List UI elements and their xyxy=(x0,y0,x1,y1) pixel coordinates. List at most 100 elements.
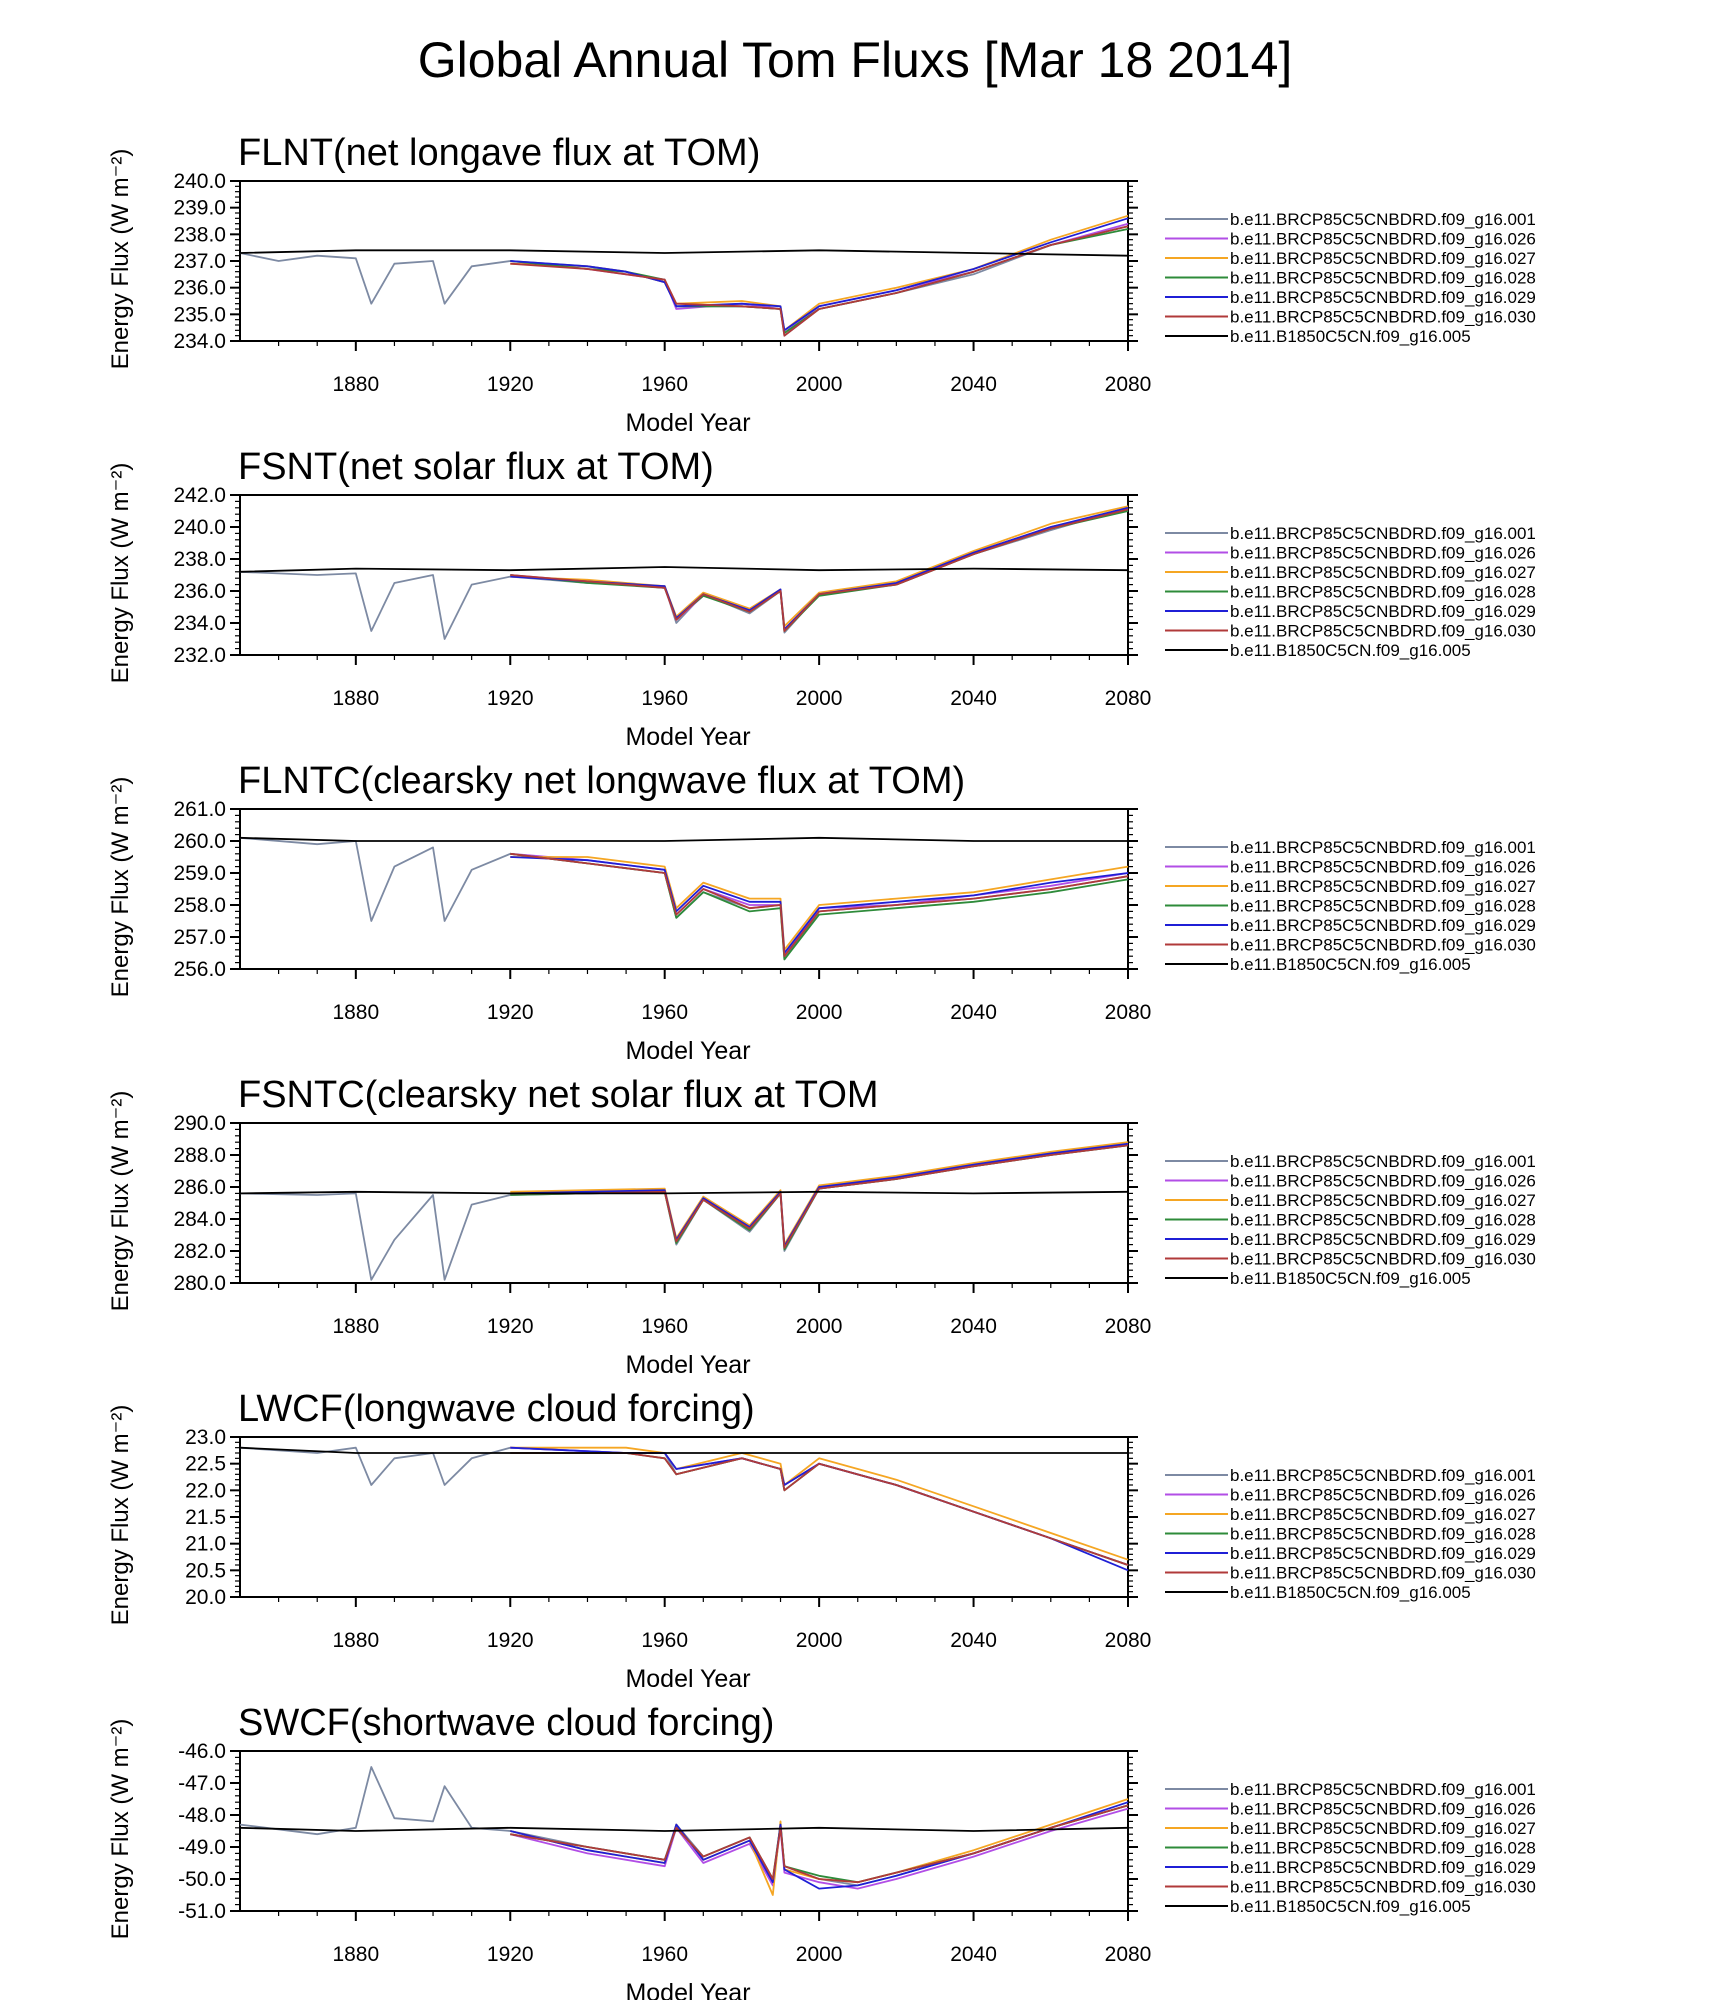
chart-title: FLNT(net longave flux at TOM) xyxy=(238,132,760,174)
y-tick-label: 257.0 xyxy=(173,926,226,949)
plot-frame xyxy=(239,494,1129,656)
x-tick-label: 1920 xyxy=(487,1315,534,1338)
x-tick-label: 1960 xyxy=(641,1943,688,1966)
chart-title: LWCF(longwave cloud forcing) xyxy=(238,1388,755,1430)
series-line xyxy=(510,856,1129,954)
legend-label: b.e11.BRCP85C5CNBDRD.f09_g16.030 xyxy=(1230,1250,1536,1269)
x-tick-label: 2000 xyxy=(796,373,843,396)
x-tick-label: 1920 xyxy=(487,687,534,710)
x-tick-label: 2040 xyxy=(950,373,997,396)
legend-label: b.e11.BRCP85C5CNBDRD.f09_g16.001 xyxy=(1230,1466,1536,1485)
x-tick-label: 1880 xyxy=(332,1315,379,1338)
x-tick-label: 2000 xyxy=(796,687,843,710)
y-tick-label: -47.0 xyxy=(178,1772,226,1795)
legend-label: b.e11.B1850C5CN.f09_g16.005 xyxy=(1230,955,1471,974)
y-tick-label: 259.0 xyxy=(173,862,226,885)
legend-label: b.e11.BRCP85C5CNBDRD.f09_g16.001 xyxy=(1230,838,1536,857)
legend-label: b.e11.BRCP85C5CNBDRD.f09_g16.027 xyxy=(1230,1819,1536,1838)
legend-label: b.e11.BRCP85C5CNBDRD.f09_g16.001 xyxy=(1230,524,1536,543)
legend-label: b.e11.BRCP85C5CNBDRD.f09_g16.029 xyxy=(1230,288,1536,307)
series-line xyxy=(510,1142,1129,1248)
y-tick-label: 232.0 xyxy=(173,644,226,667)
y-axis-label: Energy Flux (W m⁻²) xyxy=(107,463,134,684)
y-tick-label: -46.0 xyxy=(178,1740,226,1763)
y-tick-label: 234.0 xyxy=(173,330,226,353)
series-line xyxy=(239,1144,1129,1281)
chart-panel: FLNTC(clearsky net longwave flux at TOM)… xyxy=(107,760,1536,1065)
plot-frame xyxy=(239,1750,1129,1912)
legend-label: b.e11.BRCP85C5CNBDRD.f09_g16.001 xyxy=(1230,1780,1536,1799)
x-axis-label: Model Year xyxy=(625,1351,750,1379)
series-line xyxy=(239,566,1129,573)
chart-title: SWCF(shortwave cloud forcing) xyxy=(238,1702,774,1744)
y-tick-label: 23.0 xyxy=(185,1426,226,1449)
x-axis-label: Model Year xyxy=(625,1979,750,2000)
y-tick-label: -50.0 xyxy=(178,1868,226,1891)
y-tick-label: 236.0 xyxy=(173,277,226,300)
legend-label: b.e11.BRCP85C5CNBDRD.f09_g16.030 xyxy=(1230,1564,1536,1583)
y-tick-label: 20.5 xyxy=(185,1559,226,1582)
legend-label: b.e11.BRCP85C5CNBDRD.f09_g16.028 xyxy=(1230,583,1536,602)
series-line xyxy=(239,506,1129,640)
x-tick-label: 1880 xyxy=(332,373,379,396)
legend-label: b.e11.BRCP85C5CNBDRD.f09_g16.028 xyxy=(1230,269,1536,288)
x-tick-label: 1960 xyxy=(641,373,688,396)
chart-panel: FSNT(net solar flux at TOM) Energy Flux (… xyxy=(107,446,1536,751)
legend-label: b.e11.BRCP85C5CNBDRD.f09_g16.030 xyxy=(1230,936,1536,955)
legend-label: b.e11.B1850C5CN.f09_g16.005 xyxy=(1230,1269,1471,1288)
y-tick-label: 238.0 xyxy=(173,548,226,571)
legend-label: b.e11.B1850C5CN.f09_g16.005 xyxy=(1230,1583,1471,1602)
legend-label: b.e11.B1850C5CN.f09_g16.005 xyxy=(1230,327,1471,346)
y-tick-label: 261.0 xyxy=(173,798,226,821)
x-tick-label: 2080 xyxy=(1105,1315,1152,1338)
x-tick-label: 1920 xyxy=(487,1943,534,1966)
series-line xyxy=(239,836,1128,842)
legend-label: b.e11.B1850C5CN.f09_g16.005 xyxy=(1230,1897,1471,1916)
series-line xyxy=(239,1446,1128,1454)
plot-frame xyxy=(239,808,1129,970)
x-tick-label: 2080 xyxy=(1105,687,1152,710)
y-tick-label: 236.0 xyxy=(173,580,226,603)
x-axis-label: Model Year xyxy=(625,1665,750,1693)
y-tick-label: -51.0 xyxy=(178,1900,226,1923)
y-tick-label: 20.0 xyxy=(185,1586,226,1609)
chart-panel: LWCF(longwave cloud forcing) Energy Flux … xyxy=(107,1388,1536,1693)
legend-label: b.e11.BRCP85C5CNBDRD.f09_g16.027 xyxy=(1230,249,1536,268)
legend-label: b.e11.BRCP85C5CNBDRD.f09_g16.028 xyxy=(1230,1211,1536,1230)
x-tick-label: 2080 xyxy=(1105,373,1152,396)
y-tick-label: 235.0 xyxy=(173,303,226,326)
legend-label: b.e11.BRCP85C5CNBDRD.f09_g16.001 xyxy=(1230,1152,1536,1171)
plot-frame xyxy=(239,1436,1129,1598)
series-line xyxy=(510,217,1129,332)
series-line xyxy=(510,1142,1129,1249)
y-tick-label: 22.0 xyxy=(185,1479,226,1502)
y-tick-label: 237.0 xyxy=(173,250,226,273)
y-tick-label: 260.0 xyxy=(173,830,226,853)
x-tick-label: 2040 xyxy=(950,687,997,710)
y-tick-label: 240.0 xyxy=(173,516,226,539)
series-line xyxy=(239,225,1129,337)
series-line xyxy=(239,1766,1129,1887)
legend-label: b.e11.BRCP85C5CNBDRD.f09_g16.030 xyxy=(1230,308,1536,327)
x-tick-label: 1880 xyxy=(332,1001,379,1024)
legend-label: b.e11.BRCP85C5CNBDRD.f09_g16.029 xyxy=(1230,1858,1536,1877)
series-line xyxy=(510,225,1129,337)
x-tick-label: 1960 xyxy=(641,1315,688,1338)
y-tick-label: -48.0 xyxy=(178,1804,226,1827)
series-line xyxy=(239,1190,1129,1195)
y-tick-label: -49.0 xyxy=(178,1836,226,1859)
legend-label: b.e11.BRCP85C5CNBDRD.f09_g16.027 xyxy=(1230,563,1536,582)
series-line xyxy=(510,508,1129,632)
series-line xyxy=(510,506,1129,631)
series-line xyxy=(510,1446,1129,1566)
series-line xyxy=(510,1144,1129,1249)
chart-title: FSNT(net solar flux at TOM) xyxy=(238,446,714,488)
legend-label: b.e11.BRCP85C5CNBDRD.f09_g16.026 xyxy=(1230,1172,1536,1191)
y-tick-label: 284.0 xyxy=(173,1208,226,1231)
y-tick-label: 290.0 xyxy=(173,1112,226,1135)
legend-label: b.e11.B1850C5CN.f09_g16.005 xyxy=(1230,641,1471,660)
series-line xyxy=(510,852,1129,958)
y-tick-label: 280.0 xyxy=(173,1272,226,1295)
chart-panel: FSNTC(clearsky net solar flux at TOM Ener… xyxy=(107,1074,1536,1379)
